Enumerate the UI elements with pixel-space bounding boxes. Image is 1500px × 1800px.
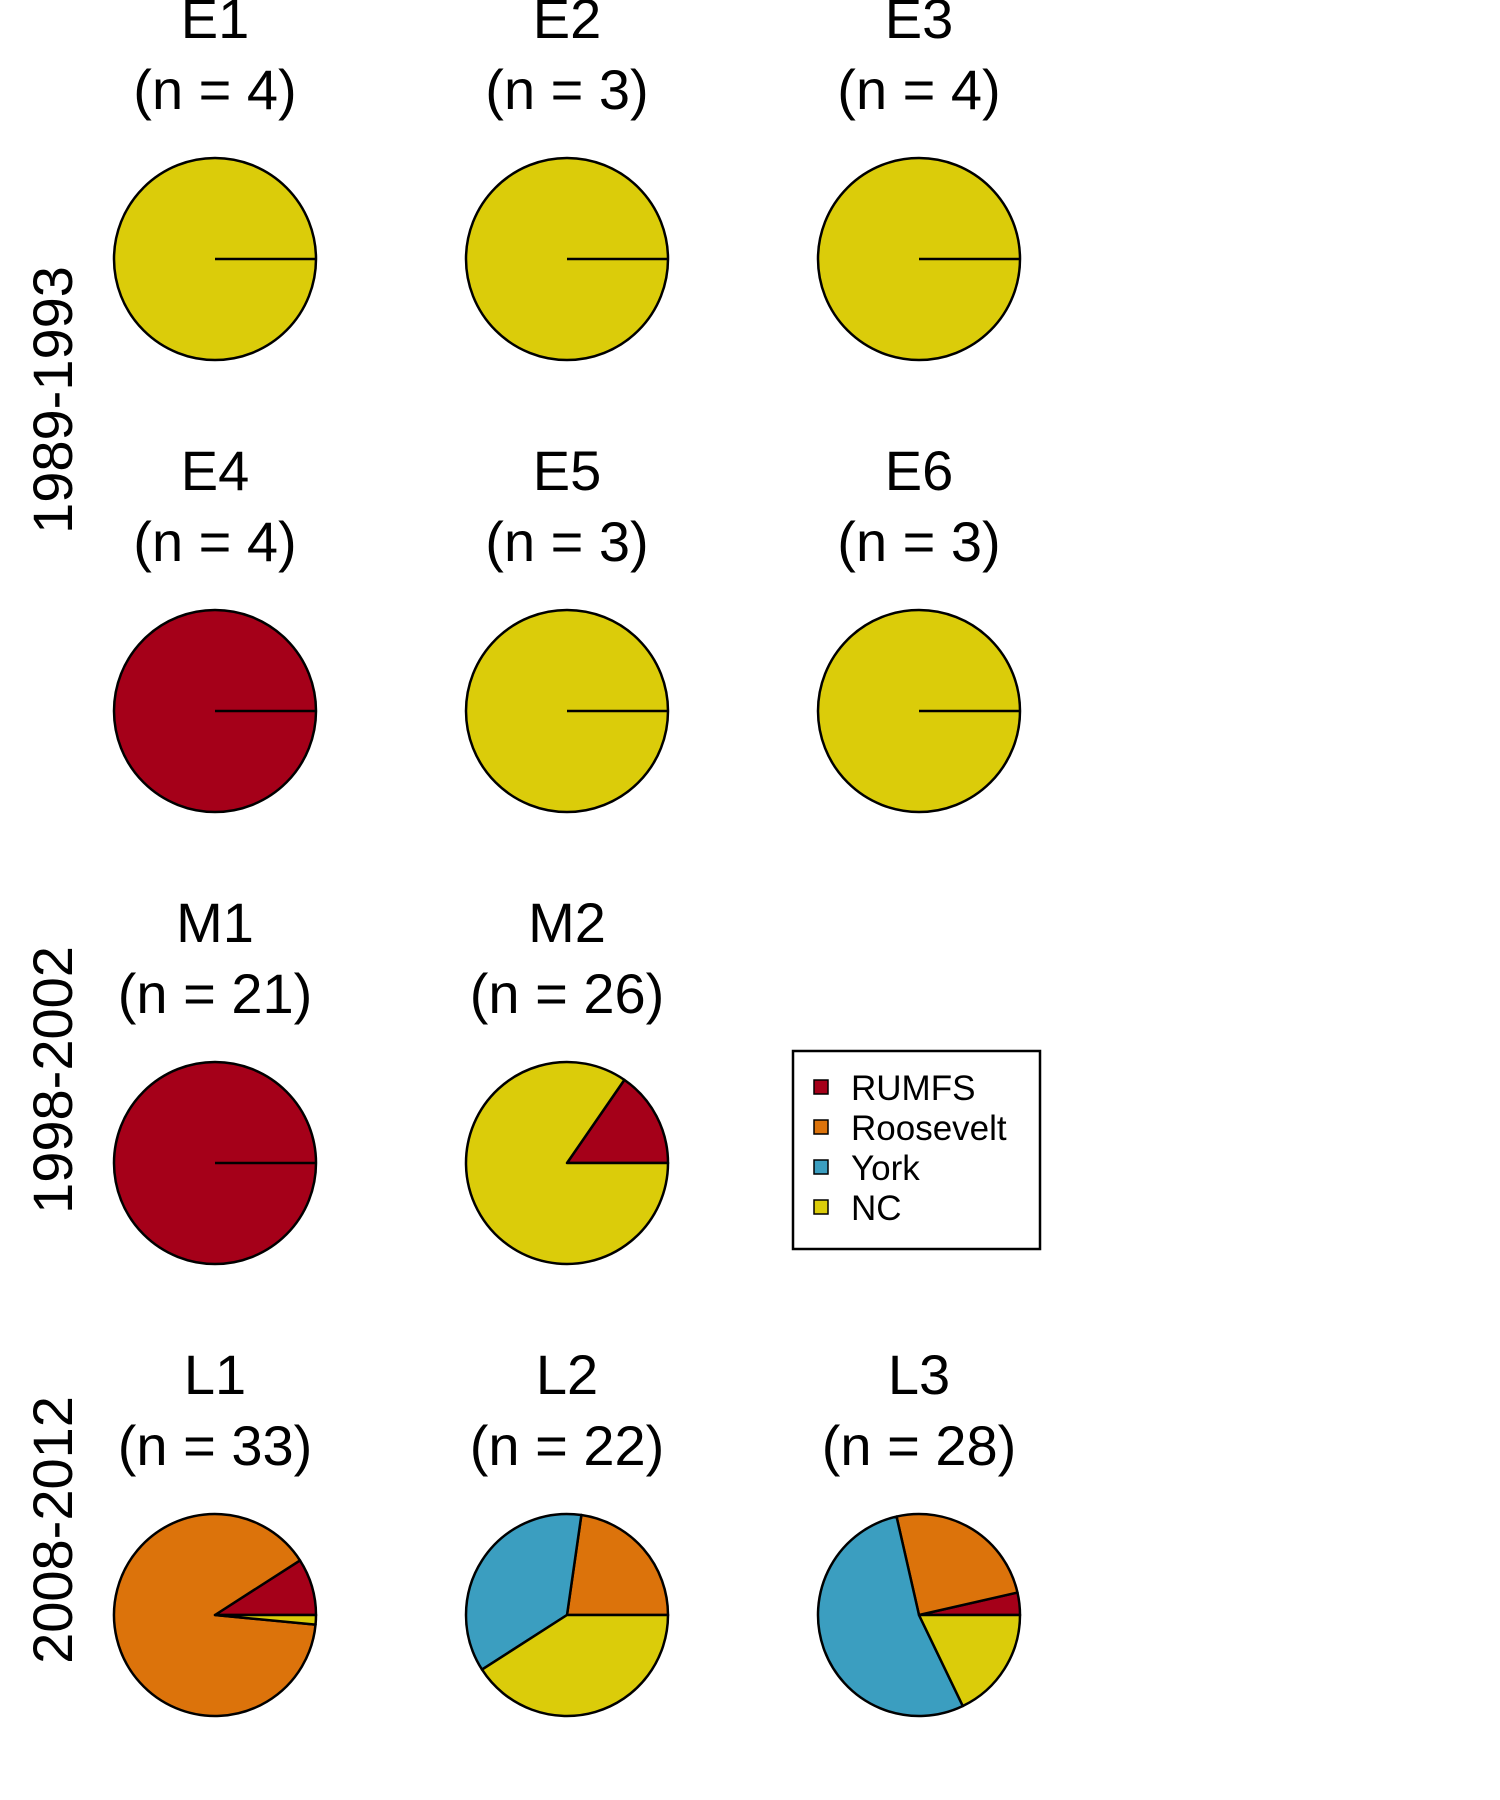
pie-title: E5 — [533, 439, 602, 502]
pie-e6: E6 (n = 3) — [816, 439, 1022, 814]
legend-swatch-rumfs — [813, 1079, 829, 1095]
legend-label-rumfs: RUMFS — [851, 1069, 975, 1108]
legend-label-york: York — [851, 1149, 920, 1188]
pie-slice-nc — [480, 1613, 670, 1718]
pie-slice-nc — [464, 1060, 670, 1266]
pie-slice-york — [464, 1512, 583, 1671]
pie-slice-rumfs — [565, 1078, 670, 1165]
pie-title: M2 — [528, 891, 606, 954]
pie-e1: E1 (n = 4) — [112, 0, 318, 362]
legend-swatch-roosevelt — [813, 1119, 829, 1135]
legend-label-nc: NC — [851, 1189, 902, 1228]
pie-count-label: (n = 33) — [118, 1414, 313, 1477]
pie-e3: E3 (n = 4) — [816, 0, 1022, 362]
pie-title: L3 — [888, 1343, 950, 1406]
pie-title: E2 — [533, 0, 602, 50]
pie-count-label: (n = 22) — [470, 1414, 665, 1477]
period-label-2008-2012: 2008-2012 — [21, 1396, 84, 1664]
pie-count-label: (n = 21) — [118, 962, 313, 1025]
pie-title: E6 — [885, 439, 954, 502]
pie-count-label: (n = 26) — [470, 962, 665, 1025]
pie-slice-nc — [917, 1613, 1022, 1708]
pie-title: E3 — [885, 0, 954, 50]
pie-count-label: (n = 28) — [822, 1414, 1017, 1477]
legend-swatch-york — [813, 1159, 829, 1175]
pie-e2: E2 (n = 3) — [464, 0, 670, 362]
pie-title: M1 — [176, 891, 254, 954]
legend-swatch-nc — [813, 1199, 829, 1215]
pie-count-label: (n = 3) — [837, 510, 1000, 573]
pie-m1: M1 (n = 21) — [112, 891, 318, 1266]
pie-title: L1 — [184, 1343, 246, 1406]
pie-slice-nc — [213, 1613, 318, 1626]
pie-slice-roosevelt — [565, 1513, 670, 1617]
pie-title: L2 — [536, 1343, 598, 1406]
pie-count-label: (n = 4) — [133, 58, 296, 121]
pie-l1: L1 (n = 33) — [112, 1343, 318, 1718]
legend: RUMFS Roosevelt York NC — [791, 1049, 1042, 1251]
legend-label-roosevelt: Roosevelt — [851, 1109, 1007, 1148]
pie-count-label: (n = 4) — [837, 58, 1000, 121]
pie-m2: M2 (n = 26) — [464, 891, 670, 1266]
pie-e5: E5 (n = 3) — [464, 439, 670, 814]
pie-l2: L2 (n = 22) — [464, 1343, 670, 1718]
period-labels: 1989-1993 1998-2002 2008-2012 — [21, 266, 84, 1664]
pie-count-label: (n = 3) — [485, 510, 648, 573]
pie-e4: E4 (n = 4) — [112, 439, 318, 814]
legend-box — [791, 1049, 1042, 1251]
pie-count-label: (n = 4) — [133, 510, 296, 573]
pie-title: E4 — [181, 439, 250, 502]
pie-slice-york — [816, 1515, 965, 1718]
pie-title: E1 — [181, 0, 250, 50]
period-label-1989-1993: 1989-1993 — [21, 266, 84, 534]
pie-count-label: (n = 3) — [485, 58, 648, 121]
pie-l3: L3 (n = 28) — [816, 1343, 1022, 1718]
pie-slice-roosevelt — [895, 1512, 1019, 1617]
period-label-1998-2002: 1998-2002 — [21, 946, 84, 1214]
pies-layer: E1 (n = 4) E2 (n = 3) E3 (n = 4) E4 (n = 4) E5 (n… — [112, 0, 1022, 1718]
